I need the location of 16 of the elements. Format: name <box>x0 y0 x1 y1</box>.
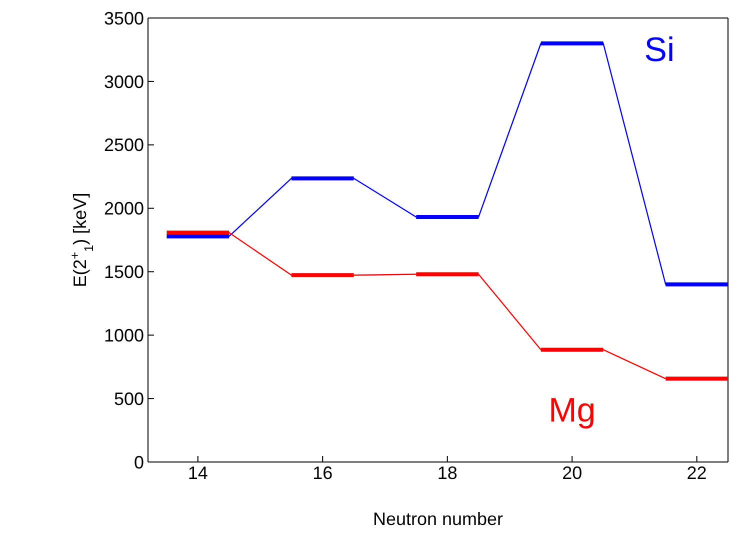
y-tick-label: 2500 <box>104 135 144 156</box>
x-tick-label: 16 <box>312 462 333 483</box>
x-tick-label: 18 <box>437 462 458 483</box>
x-tick-label: 20 <box>562 462 582 483</box>
series-label: Mg <box>548 392 596 430</box>
y-tick-label: 0 <box>134 452 144 472</box>
y-tick-label: 3000 <box>104 72 144 92</box>
y-tick-label: 1500 <box>104 262 144 282</box>
x-tick-label: 22 <box>686 462 707 483</box>
series-label: Si <box>644 31 675 70</box>
x-tick-label: 14 <box>188 462 208 483</box>
y-tick-label: 2000 <box>104 198 144 219</box>
y-tick-label: 3500 <box>104 8 144 28</box>
y-tick-label: 500 <box>114 388 144 409</box>
y-tick-label: 1000 <box>104 326 144 346</box>
x-axis-title: Neutron number <box>372 509 504 529</box>
